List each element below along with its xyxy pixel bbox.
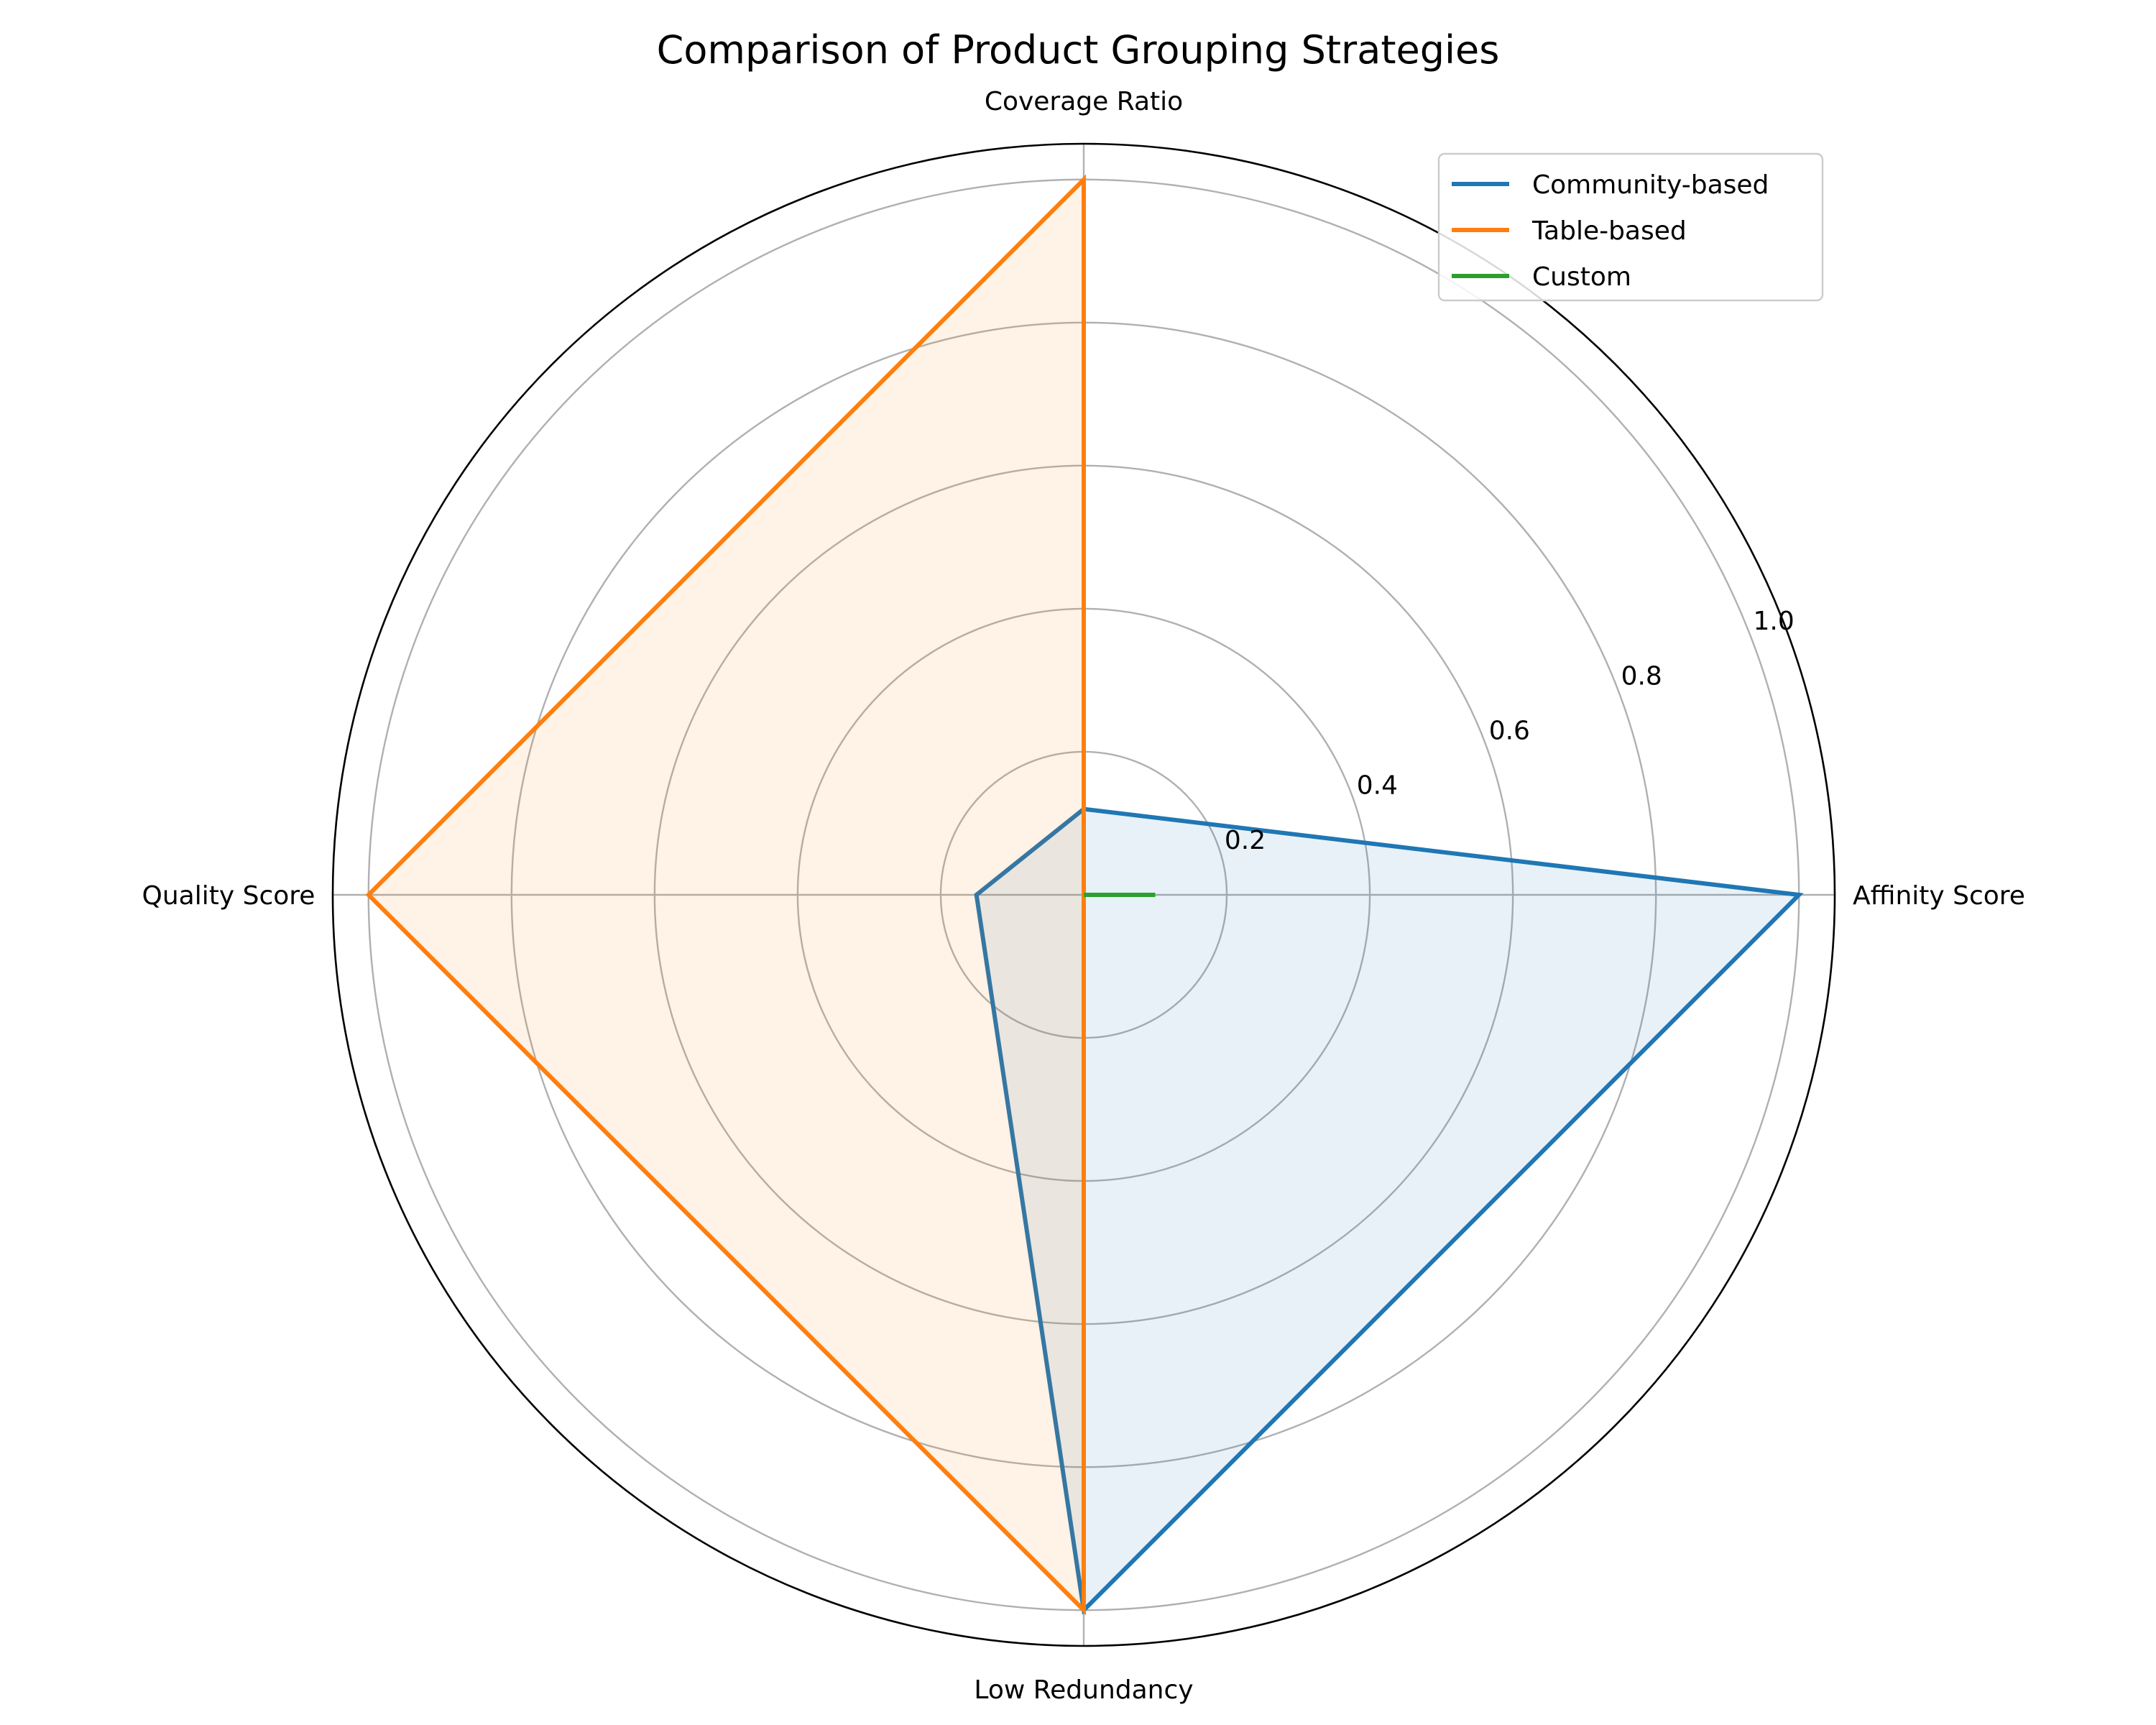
axis-label: Quality Score	[142, 881, 315, 911]
legend-frame	[1437, 152, 1824, 302]
axis-label: Coverage Ratio	[985, 87, 1183, 116]
axis-label: Affinity Score	[1853, 881, 2025, 911]
legend-label: Custom	[1532, 262, 1631, 292]
axis-label: Low Redundancy	[974, 1675, 1193, 1705]
radial-tick-label: 1.0	[1753, 607, 1794, 636]
radar-series-layer	[365, 174, 1804, 1616]
radial-tick-label: 0.2	[1225, 826, 1266, 855]
polar-frame	[331, 142, 1836, 1647]
radial-tick-label: 0.6	[1489, 716, 1530, 745]
series-fill-0	[976, 809, 1800, 1611]
series-line-0	[974, 806, 1804, 1615]
radial-tick-label: 0.4	[1357, 771, 1398, 801]
legend-label: Table-based	[1531, 216, 1687, 246]
radar-labels: 0.2 0.4 0.6 0.8 1.0 Affinity Score Coverage Ra…	[142, 87, 2025, 1705]
radial-tick-label: 0.8	[1621, 661, 1662, 691]
series-fill-1	[368, 179, 1084, 1611]
legend-label: Community-based	[1532, 170, 1769, 200]
series-line-1	[365, 174, 1086, 1616]
chart-title: Comparison of Product Grouping Strategie…	[657, 27, 1500, 73]
legend: Community-based Table-based Custom	[1437, 152, 1824, 302]
